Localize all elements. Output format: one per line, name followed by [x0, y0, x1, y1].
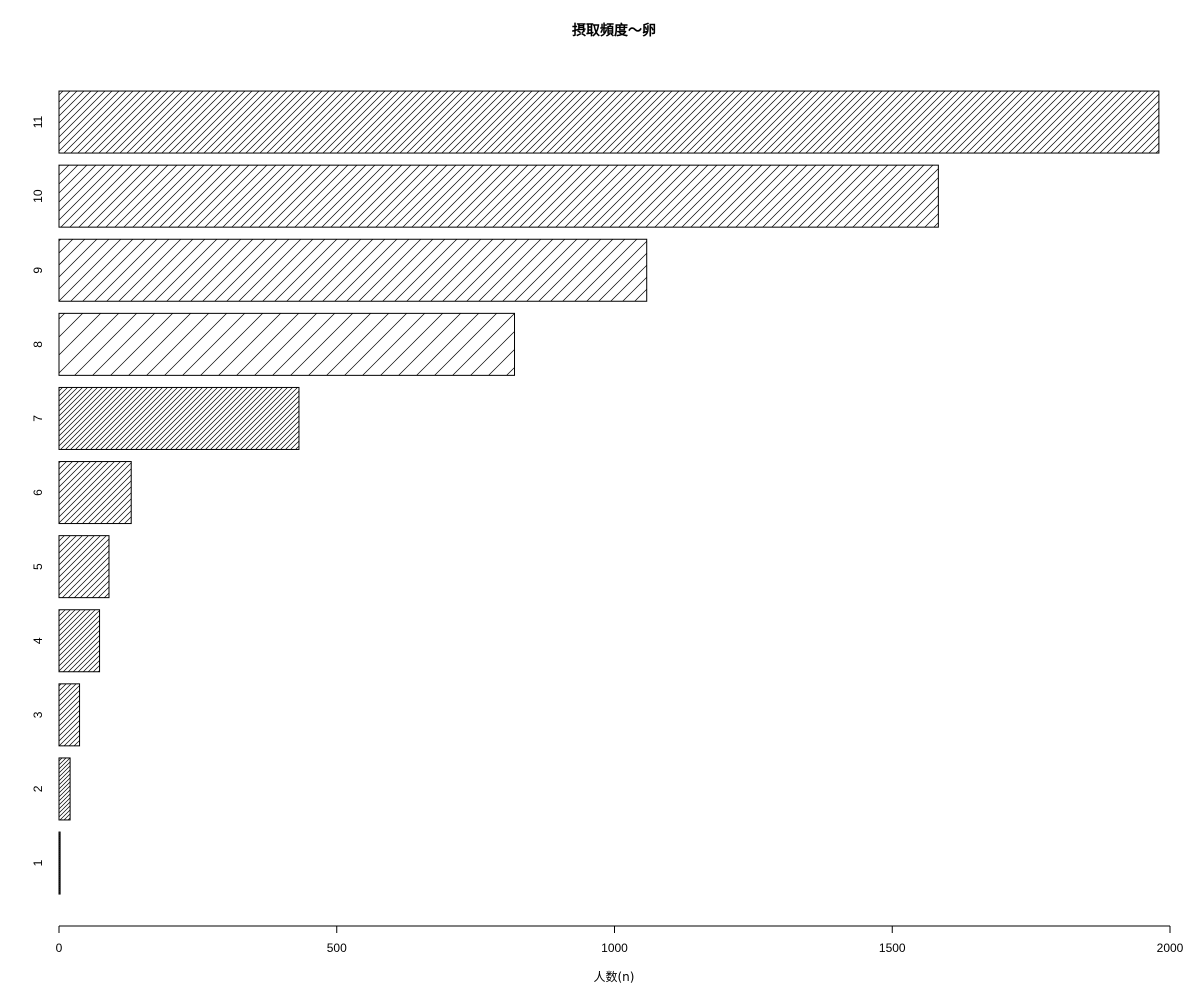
y-tick-label-10: 10	[31, 189, 45, 203]
bar-5	[58, 535, 110, 599]
y-tick-label-9: 9	[31, 267, 45, 274]
bar-6	[58, 461, 132, 525]
x-tick-label: 1000	[601, 941, 628, 955]
x-tick-label: 2000	[1157, 941, 1184, 955]
bar-8	[58, 312, 516, 376]
chart-title: 摂取頻度〜卵	[572, 22, 656, 39]
x-axis-label: 人数(n)	[594, 969, 635, 984]
y-tick-label-11: 11	[31, 116, 45, 129]
bar-3	[58, 683, 81, 747]
bar-7	[58, 386, 300, 450]
y-tick-label-5: 5	[31, 563, 45, 570]
y-tick-label-4: 4	[31, 637, 45, 644]
y-tick-label-7: 7	[31, 415, 45, 422]
bar-1	[58, 831, 61, 895]
y-tick-label-6: 6	[31, 489, 45, 496]
y-tick-label-3: 3	[31, 711, 45, 718]
y-tick-label-8: 8	[31, 341, 45, 348]
y-tick-label-1: 1	[31, 859, 45, 866]
y-axis-tick-labels: 1 2 3 4 5 6 7 8 9 10 11	[31, 116, 45, 867]
bar-2	[58, 757, 71, 821]
bar-10	[58, 164, 939, 228]
x-tick-label: 0	[56, 941, 63, 955]
bar-11	[58, 90, 1160, 154]
bar-4	[58, 609, 101, 673]
bar-9	[58, 238, 648, 302]
y-tick-label-2: 2	[31, 785, 45, 792]
x-tick-label: 500	[327, 941, 347, 955]
x-axis: 0 500 1000 1500 2000	[56, 925, 1184, 955]
bars-group	[58, 90, 1160, 895]
x-tick-label: 1500	[879, 941, 906, 955]
